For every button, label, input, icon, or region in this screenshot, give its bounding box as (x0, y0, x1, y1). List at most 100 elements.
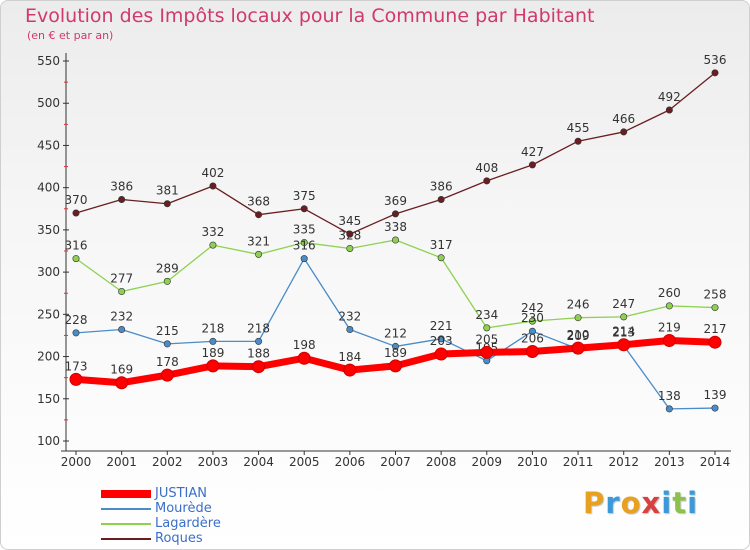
data-point (574, 314, 582, 322)
data-point (72, 329, 80, 337)
data-point (711, 69, 719, 77)
data-label: 228 (65, 313, 88, 327)
data-point (391, 236, 399, 244)
x-tick-label: 2011 (563, 455, 594, 469)
legend-swatch (101, 507, 151, 510)
data-label: 375 (293, 189, 316, 203)
x-tick-label: 2012 (608, 455, 639, 469)
data-label: 321 (247, 234, 270, 248)
data-label: 328 (338, 228, 361, 242)
data-label: 289 (156, 261, 179, 275)
data-label: 219 (658, 321, 681, 335)
legend-item: JUSTIAN (101, 486, 221, 501)
data-label: 408 (475, 161, 498, 175)
data-label: 260 (658, 286, 681, 300)
x-tick-label: 2010 (517, 455, 548, 469)
data-point (711, 304, 719, 312)
data-label: 189 (201, 346, 224, 360)
data-point (118, 288, 126, 296)
data-label: 188 (247, 347, 270, 361)
data-point (574, 137, 582, 145)
data-point (300, 255, 308, 263)
y-tick-label: 550 (37, 54, 60, 68)
data-label: 203 (430, 334, 453, 348)
legend-item: Roques (101, 531, 221, 546)
data-point (528, 327, 536, 335)
data-label: 209 (567, 329, 590, 343)
data-point (163, 200, 171, 208)
y-tick-label: 100 (37, 434, 60, 448)
data-point (620, 313, 628, 321)
legend: JUSTIAN Mourède Lagardère Roques (101, 486, 221, 546)
data-label: 169 (110, 363, 133, 377)
data-point (665, 302, 673, 310)
legend-label: Lagardère (155, 516, 221, 531)
data-label: 246 (567, 298, 590, 312)
data-label: 242 (521, 301, 544, 315)
data-point (255, 337, 263, 345)
data-label: 316 (293, 239, 316, 253)
data-point (297, 351, 311, 365)
data-point (346, 230, 354, 238)
data-label: 138 (658, 389, 681, 403)
data-point (708, 335, 722, 349)
data-point (209, 241, 217, 249)
y-tick-label: 450 (37, 138, 60, 152)
y-tick-label: 300 (37, 265, 60, 279)
data-point (118, 326, 126, 334)
data-point (391, 342, 399, 350)
data-label: 217 (704, 322, 727, 336)
legend-item: Mourède (101, 501, 221, 516)
data-point (662, 334, 676, 348)
x-tick-label: 2000 (61, 455, 92, 469)
data-label: 189 (384, 346, 407, 360)
data-point (571, 341, 585, 355)
data-point (115, 376, 129, 390)
data-point (437, 195, 445, 203)
data-label: 215 (156, 324, 179, 338)
data-label: 221 (430, 319, 453, 333)
legend-item: Lagardère (101, 516, 221, 531)
data-label: 492 (658, 90, 681, 104)
data-point (391, 210, 399, 218)
data-point (437, 254, 445, 262)
data-label: 173 (65, 359, 88, 373)
data-label: 335 (293, 223, 316, 237)
data-point (118, 195, 126, 203)
data-point (300, 205, 308, 213)
data-label: 338 (384, 220, 407, 234)
data-label: 213 (612, 326, 635, 340)
y-tick-label: 200 (37, 350, 60, 364)
data-point (209, 182, 217, 190)
data-label: 258 (704, 288, 727, 302)
data-label: 178 (156, 355, 179, 369)
data-label: 214 (612, 325, 635, 339)
data-point (480, 345, 494, 359)
data-point (255, 250, 263, 258)
data-point (163, 340, 171, 348)
data-point (255, 211, 263, 219)
chart-subtitle: (en € et par an) (27, 29, 114, 42)
x-tick-label: 2001 (106, 455, 137, 469)
data-label: 455 (567, 121, 590, 135)
data-label: 317 (430, 238, 453, 252)
series-line-roques (75, 72, 716, 235)
data-point (346, 326, 354, 334)
y-tick-label: 150 (37, 392, 60, 406)
data-point (252, 360, 266, 374)
y-tick-label: 400 (37, 181, 60, 195)
data-label: 232 (338, 310, 361, 324)
x-tick-label: 2005 (289, 455, 320, 469)
proxiti-logo: Proxiti (583, 486, 699, 520)
data-label: 368 (247, 195, 270, 209)
data-point (163, 277, 171, 285)
data-label: 345 (338, 214, 361, 228)
series-line-lagardère (75, 239, 716, 329)
x-tick-label: 2003 (198, 455, 229, 469)
data-point (528, 317, 536, 325)
data-point (72, 255, 80, 263)
data-point (528, 161, 536, 169)
data-label: 466 (612, 112, 635, 126)
data-label: 212 (384, 326, 407, 340)
